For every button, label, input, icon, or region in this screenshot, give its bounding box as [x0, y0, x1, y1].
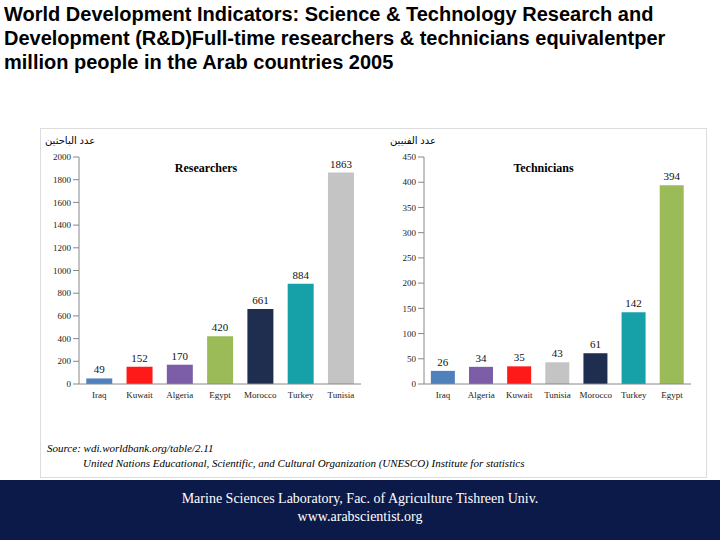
svg-text:394: 394	[663, 170, 680, 182]
svg-text:142: 142	[625, 297, 642, 309]
svg-text:Turkey: Turkey	[288, 390, 314, 400]
svg-text:0: 0	[412, 379, 417, 389]
svg-text:350: 350	[403, 203, 417, 213]
html-text:Technicians: Technicians	[513, 161, 574, 175]
html-text:Researchers: Researchers	[174, 161, 238, 175]
svg-text:200: 200	[58, 356, 72, 366]
svg-text:150: 150	[403, 304, 417, 314]
svg-text:34: 34	[476, 352, 488, 364]
svg-text:Morocco: Morocco	[579, 390, 612, 400]
svg-text:450: 450	[403, 152, 417, 162]
svg-text:200: 200	[403, 278, 417, 288]
svg-text:Iraq: Iraq	[436, 390, 451, 400]
svg-text:Iraq: Iraq	[92, 390, 107, 400]
svg-text:400: 400	[403, 177, 417, 187]
svg-text:100: 100	[403, 329, 417, 339]
svg-text:Algeria: Algeria	[166, 390, 193, 400]
svg-text:1863: 1863	[330, 158, 353, 170]
svg-text:600: 600	[58, 311, 72, 321]
html-text:www.arabscientist.org: www.arabscientist.org	[297, 509, 423, 524]
svg-text:1400: 1400	[53, 220, 72, 230]
svg-text:26: 26	[437, 356, 449, 368]
svg-text:Algeria: Algeria	[468, 390, 495, 400]
html-text:Source: wdi.worldbank.org/tabl: Source: wdi.worldbank.org/table/2.11	[47, 442, 214, 454]
html-text:World Development Indicators:: World Development Indicators: Science & …	[4, 3, 666, 73]
svg-text:152: 152	[131, 352, 148, 364]
svg-text:43: 43	[552, 347, 564, 359]
svg-text:Kuwait: Kuwait	[126, 390, 153, 400]
svg-text:Egypt: Egypt	[209, 390, 231, 400]
svg-text:Tunisia: Tunisia	[544, 390, 571, 400]
svg-text:1800: 1800	[53, 175, 72, 185]
svg-text:1000: 1000	[53, 266, 72, 276]
svg-text:1600: 1600	[53, 198, 72, 208]
svg-text:1200: 1200	[53, 243, 72, 253]
svg-text:Tunisia: Tunisia	[328, 390, 355, 400]
html-text:Marine Sciences Laboratory, Fa: Marine Sciences Laboratory, Fac. of Agri…	[181, 491, 539, 506]
svg-text:61: 61	[590, 338, 601, 350]
svg-text:50: 50	[407, 354, 417, 364]
svg-text:Turkey: Turkey	[621, 390, 647, 400]
html-text:عدد الباحثين: عدد الباحثين	[45, 135, 96, 146]
svg-text:800: 800	[58, 288, 72, 298]
svg-text:170: 170	[172, 350, 189, 362]
svg-text:Morocco: Morocco	[244, 390, 277, 400]
svg-text:49: 49	[94, 363, 106, 375]
svg-text:Egypt: Egypt	[661, 390, 683, 400]
svg-text:400: 400	[58, 334, 72, 344]
svg-text:661: 661	[252, 294, 269, 306]
svg-text:0: 0	[67, 379, 72, 389]
svg-text:2000: 2000	[53, 152, 72, 162]
svg-text:250: 250	[403, 253, 417, 263]
svg-text:300: 300	[403, 228, 417, 238]
html-text:عدد الفنيين: عدد الفنيين	[390, 135, 436, 146]
svg-text:420: 420	[212, 321, 229, 333]
svg-text:Kuwait: Kuwait	[506, 390, 533, 400]
svg-text:884: 884	[292, 269, 309, 281]
svg-text:35: 35	[514, 351, 526, 363]
html-text:United Nations Educational, Sc: United Nations Educational, Scientific, …	[83, 457, 525, 469]
